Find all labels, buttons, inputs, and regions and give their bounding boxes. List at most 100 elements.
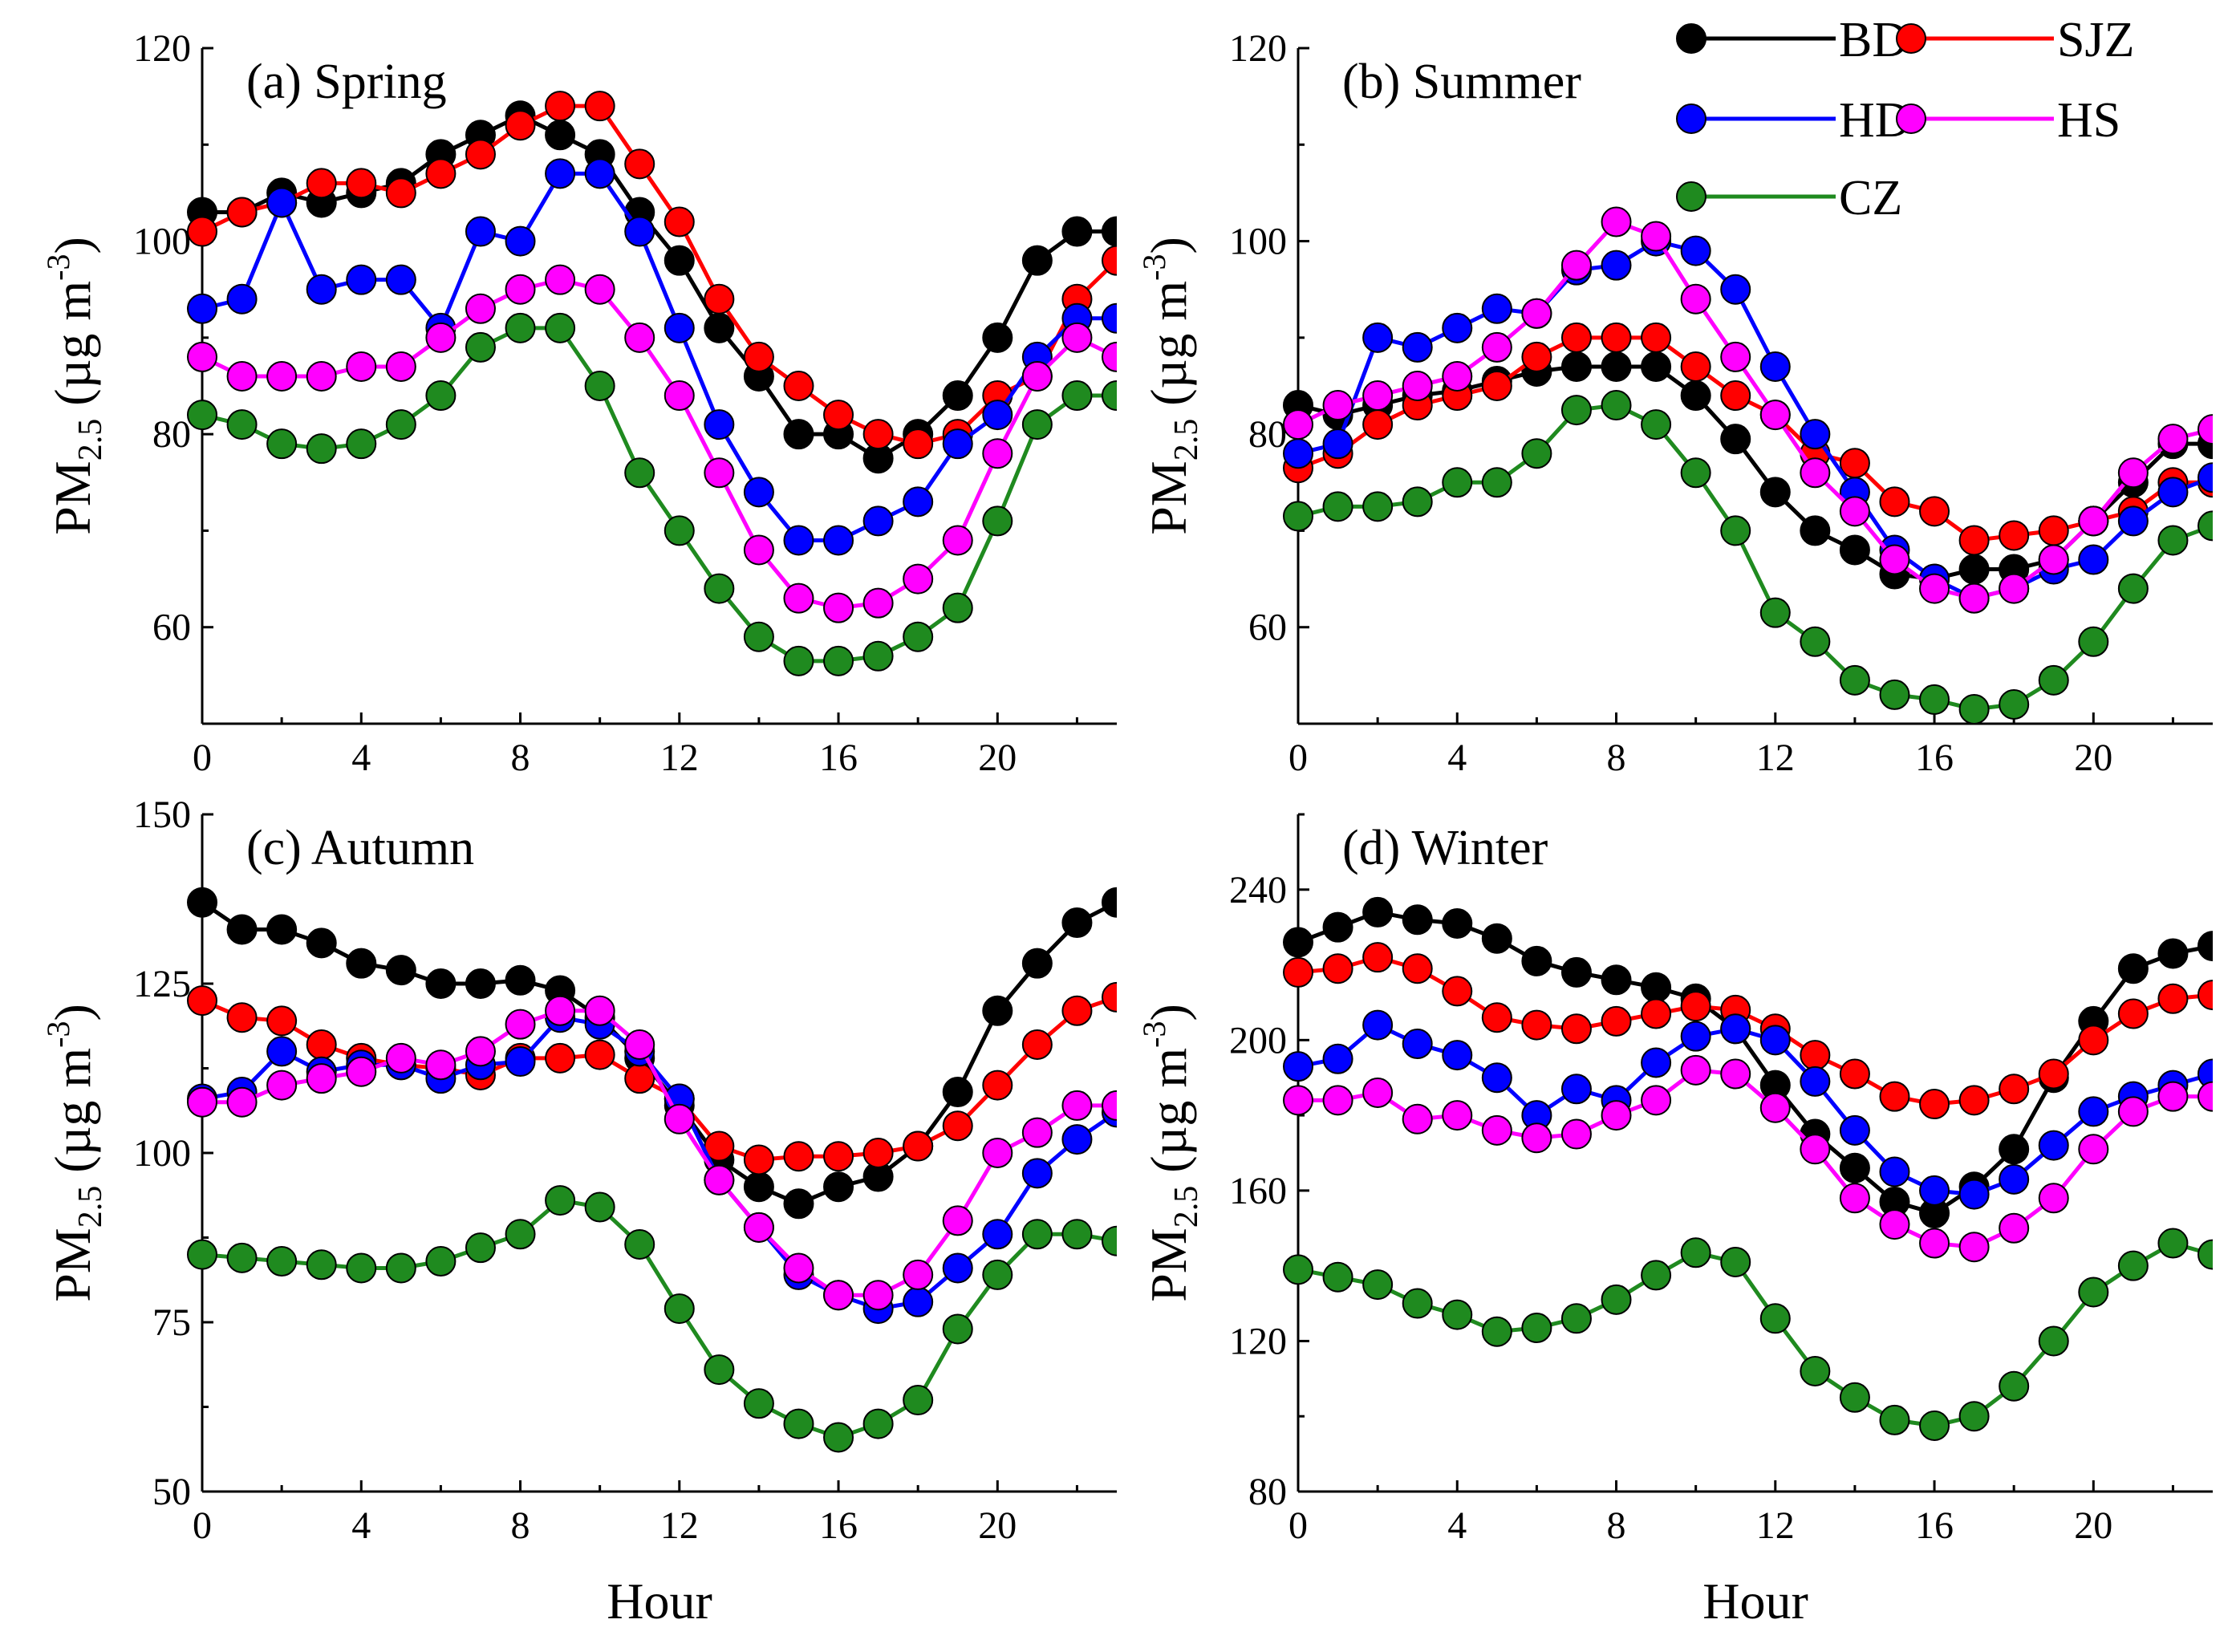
point-HS-b: [2157, 424, 2189, 455]
point-SJZ-b: [1919, 496, 1950, 527]
panel-d: 80 120 160 200 240 0 4 8 12 16 20 (d) Winter PM2.5 (…: [1136, 813, 2213, 1630]
point-CZ-b: [1283, 501, 1313, 532]
y-tick-label-d: 120: [1229, 1320, 1287, 1362]
x-tick-label-c: 12: [660, 1504, 699, 1547]
point-CZ-a: [942, 592, 973, 623]
point-HD-a: [823, 525, 854, 556]
point-BD-c: [982, 995, 1013, 1026]
point-HD-d: [1800, 1065, 1831, 1097]
point-CZ-d: [1879, 1404, 1910, 1435]
point-HS-c: [862, 1280, 894, 1311]
point-HD-b: [1442, 312, 1473, 343]
point-HD-c: [982, 1219, 1013, 1250]
point-HS-d: [1958, 1232, 1990, 1263]
y-axis-label-a: PM2.5 (µg m-3): [40, 237, 109, 535]
point-BD-a: [1102, 216, 1117, 247]
point-HD-b: [2117, 505, 2149, 537]
point-CZ-b: [2117, 573, 2149, 604]
x-tick-label-b: 12: [1756, 737, 1795, 779]
point-HS-a: [346, 351, 377, 382]
point-SJZ-c: [306, 1029, 337, 1060]
point-SJZ-c: [187, 985, 217, 1017]
point-SJZ-a: [903, 428, 934, 460]
point-HD-a: [862, 505, 894, 537]
point-CZ-d: [2198, 1239, 2213, 1270]
point-HS-b: [1322, 390, 1353, 421]
point-CZ-c: [942, 1313, 973, 1345]
series-line-CZ-d: [1297, 1240, 2213, 1428]
point-SJZ-a: [862, 419, 894, 450]
y-tick-label-c: 150: [133, 794, 191, 836]
point-CZ-a: [664, 515, 695, 546]
point-SJZ-c: [862, 1138, 894, 1168]
point-BD-c: [385, 955, 416, 986]
point-BD-a: [1061, 216, 1093, 247]
point-SJZ-b: [1481, 371, 1512, 401]
point-CZ-c: [743, 1388, 774, 1419]
point-CZ-a: [266, 428, 298, 460]
x-tick-label-c: 20: [978, 1504, 1017, 1547]
point-HD-a: [982, 400, 1013, 431]
legend-marker-CZ: [1676, 181, 1706, 212]
point-HS-a: [1061, 322, 1093, 353]
point-HS-b: [1402, 371, 1433, 401]
y-tick-label-d: 160: [1229, 1170, 1287, 1212]
point-HD-a: [545, 158, 576, 189]
point-CZ-d: [1560, 1303, 1592, 1334]
x-axis-label-c: Hour: [607, 1573, 712, 1630]
point-HD-d: [2038, 1130, 2069, 1161]
legend-marker-HD: [1676, 104, 1706, 134]
point-HD-a: [385, 264, 416, 295]
y-tick-label-d: 80: [1248, 1471, 1287, 1513]
point-HS-b: [1800, 457, 1831, 489]
point-HD-d: [1362, 1009, 1394, 1041]
point-HS-c: [743, 1212, 774, 1243]
x-tick-label-c: 8: [511, 1504, 530, 1547]
point-HS-d: [1481, 1114, 1512, 1146]
point-BD-c: [783, 1188, 814, 1220]
x-tick-label-b: 8: [1607, 737, 1626, 779]
point-CZ-c: [1102, 1225, 1117, 1256]
point-HD-c: [1021, 1158, 1053, 1189]
point-HS-d: [1720, 1058, 1751, 1090]
point-SJZ-d: [1800, 1040, 1831, 1071]
point-SJZ-b: [1641, 322, 1672, 353]
point-BD-d: [1641, 972, 1672, 1003]
point-HS-b: [1879, 544, 1910, 575]
point-HS-a: [823, 592, 854, 623]
point-CZ-b: [1919, 684, 1950, 715]
point-HD-d: [1879, 1156, 1910, 1187]
point-SJZ-d: [1521, 1009, 1552, 1041]
point-CZ-c: [425, 1246, 457, 1277]
point-CZ-a: [425, 380, 457, 412]
point-SJZ-a: [584, 91, 615, 122]
point-HS-a: [187, 341, 217, 372]
point-HS-d: [2198, 1081, 2213, 1112]
point-CZ-a: [1061, 380, 1093, 412]
point-HS-b: [1442, 360, 1473, 392]
series-line-HS-d: [1298, 1068, 2213, 1249]
panel-a: 60 80 100 120 0 4 8 12 16 20 (a) Spring PM2.5 (µg m…: [40, 27, 1117, 779]
point-HD-a: [903, 486, 934, 518]
point-BD-c: [226, 914, 258, 945]
point-BD-c: [942, 1077, 973, 1108]
point-HD-a: [465, 216, 496, 247]
point-BD-b: [1680, 380, 1711, 412]
point-HS-b: [1919, 573, 1950, 604]
point-CZ-a: [704, 573, 735, 604]
point-HS-b: [2038, 544, 2069, 575]
point-HD-a: [266, 187, 298, 218]
point-CZ-a: [1102, 380, 1117, 412]
legend-label-SJZ: SJZ: [2057, 13, 2134, 67]
plot-area-c: [187, 887, 1117, 1453]
point-HS-a: [942, 525, 973, 556]
point-HS-a: [982, 438, 1013, 469]
point-SJZ-c: [743, 1144, 774, 1175]
point-HS-d: [1521, 1122, 1552, 1154]
point-HS-c: [187, 1086, 217, 1118]
point-BD-c: [1102, 887, 1117, 918]
point-BD-b: [1720, 424, 1751, 455]
point-CZ-a: [545, 312, 576, 343]
point-CZ-b: [1601, 390, 1632, 421]
point-CZ-a: [783, 645, 814, 676]
